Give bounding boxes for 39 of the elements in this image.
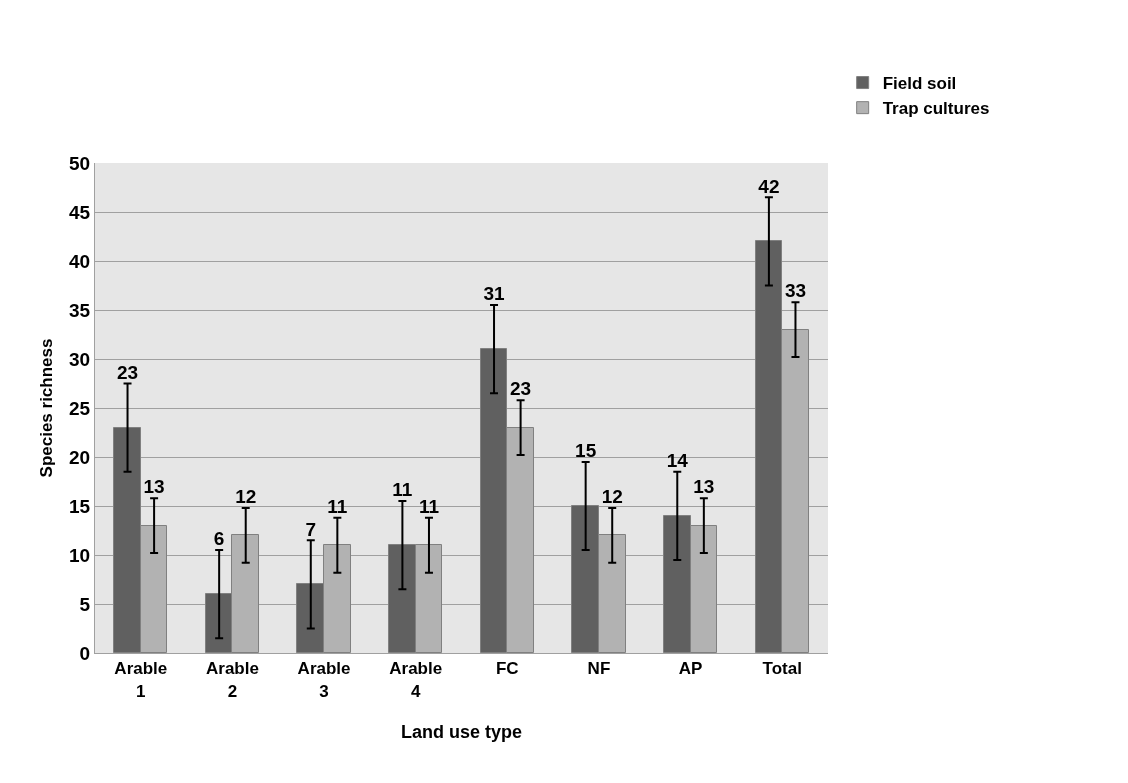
x-tick-label: NF bbox=[587, 659, 611, 679]
x-tick-label: Total bbox=[762, 659, 802, 679]
legend-label: Trap cultures bbox=[882, 99, 990, 119]
legend-label: Field soil bbox=[882, 74, 957, 94]
data-label: 31 bbox=[483, 283, 506, 305]
x-tick-label: Arable 4 bbox=[389, 659, 443, 701]
data-label: 6 bbox=[213, 528, 225, 550]
data-label: 11 bbox=[392, 479, 413, 501]
data-label: 13 bbox=[693, 476, 715, 498]
data-label: 14 bbox=[666, 449, 689, 471]
y-tick-label: 5 bbox=[79, 593, 91, 615]
x-tick-label: Arable 3 bbox=[297, 659, 351, 701]
x-axis-title: Land use type bbox=[400, 721, 523, 742]
x-tick-label: FC bbox=[495, 659, 519, 679]
y-tick-label: 25 bbox=[69, 397, 91, 419]
data-label: 11 bbox=[418, 496, 440, 518]
y-tick-label: 50 bbox=[69, 152, 91, 174]
data-label: 15 bbox=[575, 440, 597, 462]
data-label: 12 bbox=[601, 486, 623, 508]
y-tick-label: 40 bbox=[69, 250, 91, 272]
data-label: 42 bbox=[758, 175, 780, 197]
data-label: 13 bbox=[143, 476, 165, 498]
data-label: 23 bbox=[510, 378, 532, 400]
x-tick-label: Arable 1 bbox=[114, 659, 168, 701]
data-label: 23 bbox=[116, 361, 139, 383]
data-label: 33 bbox=[784, 280, 807, 302]
y-tick-label: 30 bbox=[69, 348, 91, 370]
data-label: 12 bbox=[235, 486, 257, 508]
data-label: 11 bbox=[327, 496, 348, 518]
y-axis-title: Species richness bbox=[36, 338, 56, 478]
y-tick-label: 15 bbox=[69, 495, 91, 517]
y-tick-label: 20 bbox=[69, 446, 91, 468]
data-label: 7 bbox=[305, 518, 317, 540]
y-tick-label: 0 bbox=[79, 642, 91, 664]
y-tick-label: 45 bbox=[69, 201, 91, 223]
y-tick-label: 35 bbox=[69, 299, 91, 321]
x-tick-label: Arable 2 bbox=[205, 659, 259, 701]
y-tick-label: 10 bbox=[69, 544, 91, 566]
x-tick-label: AP bbox=[678, 659, 703, 679]
